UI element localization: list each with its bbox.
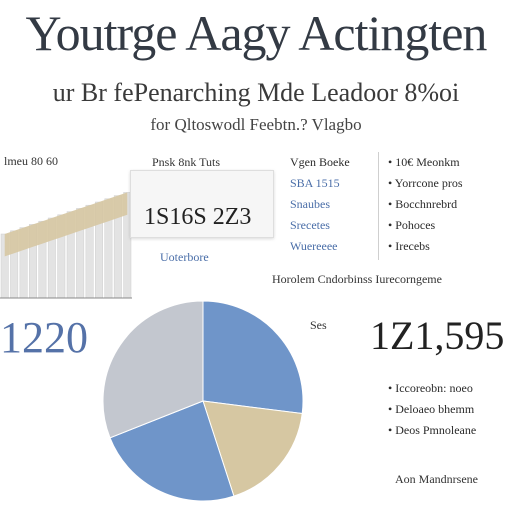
kpi-card [130,170,274,238]
kpi-header: Pnsk 8nk Tuts [152,155,221,169]
middle-list-header: Vgen Boeke [290,155,350,169]
pie-slice [102,300,204,439]
middle-list-item: Wuereeee [290,239,338,253]
middle-list-item: Snaubes [290,197,330,211]
paragraph-line: • Deloaeo bhemm [388,402,475,416]
area-chart-bars [0,192,132,299]
bullet-item: • Yorrcone pros [388,176,463,190]
bullet-item: • Irecebs [388,239,430,253]
middle-list-item: SBA 1515 [290,176,340,190]
area-chart [0,192,132,299]
pie-slice [202,300,304,415]
paragraph-line: • Iccoreobn: noeo [388,381,473,395]
bullet-item: • Bocchnrebrd [388,197,458,211]
big-left-number: 1220 [0,313,88,362]
middle-list-item: Srecetes [290,218,330,232]
footer-note: Aon Mandnrsene [395,472,478,486]
area-chart-band [4,192,128,257]
page-title: Youtrge Aagy Actingten [25,5,488,61]
bullet-item: • Pohoces [388,218,436,232]
divider [378,152,379,260]
bullet-list: • 10€ Meonkm • Yorrcone pros • Bocchnreb… [388,152,463,257]
kpi-caption: Uoterbore [160,250,209,264]
bullet-item: • 10€ Meonkm [388,155,460,169]
left-chart-label: lmeu 80 60 [4,154,58,168]
paragraph-line: • Deos Pmnoleane [388,423,477,437]
page-tagline: for Qltoswodl Feebtn.? Vlagbo [150,115,362,134]
page-subtitle: ur Br fePenarching Mde Leadoor 8%oi [52,78,460,107]
pie-chart-slices [102,300,304,502]
kpi-value: 1S16S 2Z3 [144,204,252,230]
right-stat-label: Ses [310,318,327,332]
pie-slice [202,400,303,497]
middle-list: Vgen Boeke SBA 1515 Snaubes Srecetes Wue… [290,152,350,257]
footer-line: Horolem Cndorbinss Iurecorngeme [272,272,442,286]
pie-chart [102,300,304,502]
paragraph: • Iccoreobn: noeo • Deloaeo bhemm • Deos… [388,378,476,441]
right-stat-value: 1Z1,595 [370,313,505,358]
